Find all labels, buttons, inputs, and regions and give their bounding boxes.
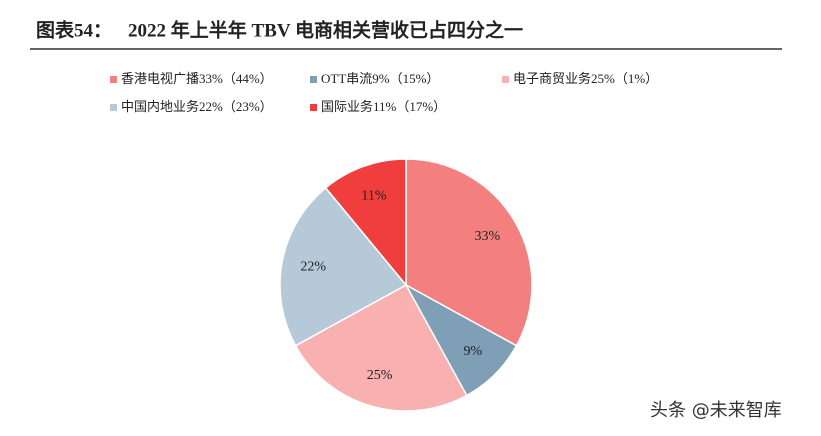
pie-slice [405, 158, 533, 347]
chart-title-label: 图表54： [36, 18, 112, 41]
legend-label: 中国内地业务22%（23%） [121, 99, 273, 114]
slice-label: 22% [300, 260, 326, 275]
legend-label: 电子商贸业务25%（1%） [513, 71, 658, 86]
legend-label: 国际业务11%（17%） [321, 99, 446, 114]
pie-slice [294, 283, 468, 412]
legend-swatch [502, 76, 509, 83]
slice-label: 11% [361, 188, 386, 203]
chart-title: 2022 年上半年 TBV 电商相关营收已占四分之一 [128, 18, 523, 41]
legend-swatch [310, 76, 317, 83]
legend-swatch [110, 104, 117, 111]
legend-swatch [310, 104, 317, 111]
slice-label: 33% [475, 229, 501, 244]
legend-swatch [110, 76, 117, 83]
watermark: 头条 @未来智库 [650, 400, 782, 421]
legend-label: 香港电视广播33%（44%） [121, 71, 273, 86]
pie-slice [279, 186, 408, 347]
slice-label: 9% [463, 344, 482, 359]
pie-slice [324, 158, 407, 288]
legend-label: OTT串流9%（15%） [321, 71, 439, 86]
slice-label: 25% [367, 368, 393, 383]
